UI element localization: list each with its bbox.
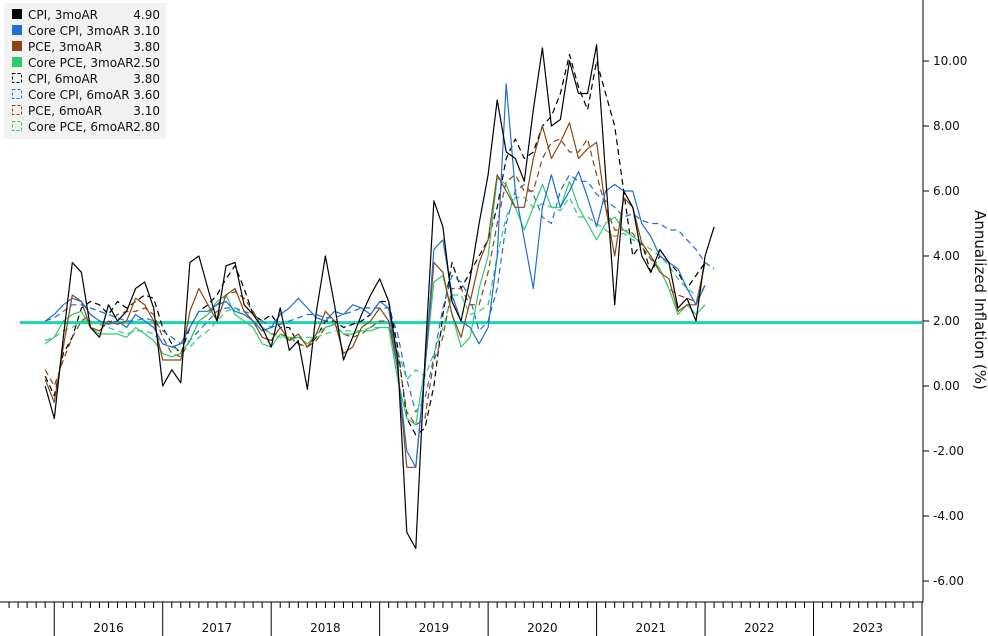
legend-label: PCE, 6moAR [28,104,102,118]
y-tick-label: -4.00 [933,509,964,523]
legend-item: CPI, 6moAR 3.80 [12,72,160,86]
series-line-pce-3moar [44,122,706,468]
legend-value: 2.50 [133,56,160,70]
legend-item: PCE, 3moAR 3.80 [12,40,160,54]
y-tick-label: 10.00 [933,54,967,68]
legend-value: 3.80 [133,40,160,54]
legend-swatch [12,105,22,115]
series-line-core-pce-6moar [45,196,697,381]
y-tick-label: -6.00 [933,574,964,588]
y-tick-label: -2.00 [933,444,964,458]
legend-label: Core CPI, 6moAR [28,88,130,102]
y-axis: 10.00 8.00 6.00 4.00 2.00 0.00 -2.00 -4.00 -6.00 [922,0,967,602]
x-tick-label: 2019 [419,621,450,635]
x-tick-label: 2022 [744,621,775,635]
legend-label: Core PCE, 6moAR [28,120,134,134]
series-line-pce-6moar [44,138,706,426]
y-tick-label: 8.00 [933,119,960,133]
legend-value: 3.60 [133,88,160,102]
legend-label: Core PCE, 3moAR [28,56,134,70]
y-tick-label: 6.00 [933,184,960,198]
legend-swatch [12,41,22,51]
legend-swatch [12,25,22,35]
legend-label: CPI, 3moAR [28,8,98,22]
legend-value: 3.10 [133,24,160,38]
x-tick-label: 2017 [202,621,233,635]
series-layer [44,44,715,550]
legend-value: 4.90 [133,8,160,22]
legend-swatch [12,9,22,19]
series-line-core-cpi-3moar [44,83,706,468]
y-tick-label: 4.00 [933,249,960,263]
x-tick-label: 2020 [527,621,558,635]
legend-swatch [12,121,22,131]
legend-label: Core CPI, 3moAR [28,24,130,38]
legend-label: CPI, 6moAR [28,72,98,86]
legend-swatch [12,89,22,99]
x-tick-label: 2016 [93,621,124,635]
legend-label: PCE, 3moAR [28,40,102,54]
legend-item: CPI, 3moAR 4.90 [12,8,160,22]
y-tick-label: 2.00 [933,314,960,328]
legend-item: Core CPI, 6moAR 3.60 [12,88,160,102]
legend-background [4,3,166,139]
x-tick-label: 2018 [310,621,341,635]
y-tick-label: 0.00 [933,379,960,393]
x-tick-label: 2023 [852,621,883,635]
legend-swatch [12,57,22,67]
legend-value: 2.80 [133,120,160,134]
x-tick-label: 2021 [636,621,667,635]
y-axis-title: Annualized Inflation (%) [971,210,988,390]
legend-value: 3.80 [133,72,160,86]
legend-value: 3.10 [133,104,160,118]
legend-item: PCE, 6moAR 3.10 [12,104,160,118]
legend-item: Core PCE, 6moAR 2.80 [12,120,160,134]
x-axis: 2016 2017 2018 2019 2020 2021 2022 2023 [0,601,923,636]
series-line-core-pce-3moar [44,177,706,426]
series-line-cpi-3moar [44,44,715,550]
legend-item: Core CPI, 3moAR 3.10 [12,24,160,38]
legend-swatch [12,73,22,83]
legend-item: Core PCE, 3moAR 2.50 [12,56,160,70]
